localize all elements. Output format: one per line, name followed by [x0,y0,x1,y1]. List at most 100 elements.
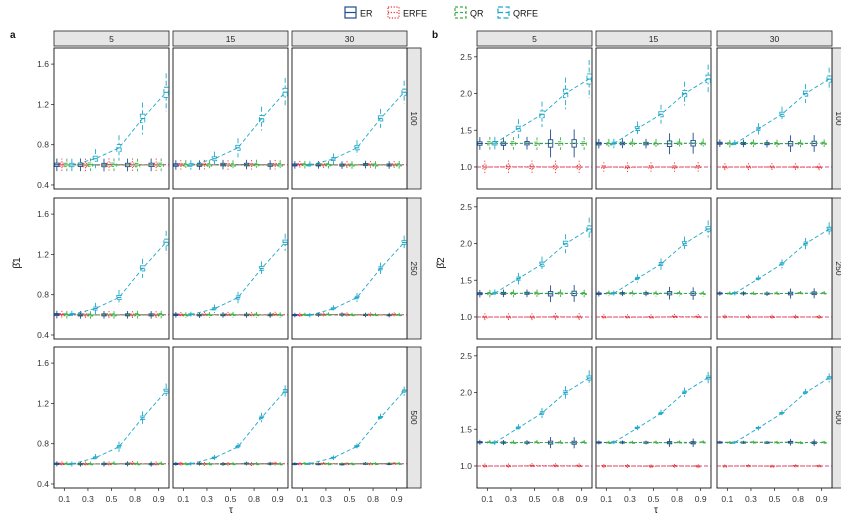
row-strip: 250 [406,197,422,340]
panel-frame [291,47,408,190]
series-line-erfe [603,316,699,318]
strip-label: 15 [649,34,659,44]
legend-label: QRFE [513,9,538,19]
facet-panel [172,346,289,489]
box-qrfe [705,64,711,94]
facet-panel [476,47,593,190]
box-qrfe [163,230,169,254]
series-line-qrfe [309,390,405,465]
x-tick-label: 0.3 [505,494,517,504]
x-tick-label: 0.8 [792,494,804,504]
column-strip: 15 [172,30,289,47]
box-qrfe [492,136,498,150]
strip-box [291,30,408,47]
facet-panel [291,197,408,340]
series-line-qrfe [309,242,405,316]
facet-panel [53,47,170,190]
strip-label: 5 [109,34,114,44]
box-qrfe [611,138,617,149]
box-qrfe [235,291,241,304]
strip-label: 100 [409,111,419,125]
box-qrfe [116,441,122,452]
series-line-qr [729,441,825,444]
x-tick-label: 0.8 [367,494,379,504]
y-tick-label: 1.5 [460,125,472,135]
box-qrfe [826,222,832,236]
box-qrfe [586,59,592,99]
box-qrfe [732,139,738,148]
facet-panel [291,47,408,190]
facet-panel [595,346,712,489]
x-tick-label: 0.8 [248,494,260,504]
box-qrfe [282,385,288,397]
column-strip: 5 [53,30,170,47]
strip-label: 500 [409,410,419,424]
series-line-qr [729,142,825,145]
y-tick-label: 1.0 [460,162,472,172]
box-erfe [576,313,582,321]
box-erfe [272,311,278,318]
x-tick-label: 0.5 [225,494,237,504]
x-tick-label: 0.8 [129,494,141,504]
strip-label: 15 [226,34,236,44]
box-erfe [816,464,822,468]
legend-item-er: ER [344,6,373,19]
box-qrfe [235,442,241,451]
box-qrfe [401,80,407,104]
series-line-qr [304,314,400,316]
panel-a: a β̂1 τ 5 15 30 100 0.4 0.8 1.2 1.6 250 0.4 0.8 1.2 1.6… [10,30,422,516]
column-strip: 5 [476,30,593,47]
x-tick-label: 0.5 [344,494,356,504]
x-tick-label: 0.5 [529,494,541,504]
x-axis-title: τ [229,505,233,516]
box-erfe [695,162,701,172]
series-line-qrfe [71,241,167,316]
series-line-qrfe [494,377,590,443]
y-tick-label: 2.0 [460,239,472,249]
box-qrfe [116,289,122,306]
facet-panel [716,346,833,489]
panel-frame [53,197,170,340]
y-tick-label: 0.8 [37,290,49,300]
legend-item-erfe: ERFE [387,6,427,19]
box-erfe [816,314,822,320]
box-qrfe [282,77,288,107]
x-tick-label: 0.9 [695,494,707,504]
box-qrfe [401,235,407,250]
column-strip: 15 [595,30,712,47]
x-tick-label: 0.3 [320,494,332,504]
box-qrfe [826,67,832,91]
y-tick-label: 1.2 [37,398,49,408]
y-tick-label: 2.5 [460,351,472,361]
series-line-qrfe [71,91,167,166]
box-qrfe [235,138,241,158]
box-qrfe [163,383,169,399]
series-line-qrfe [190,241,286,316]
column-strip: 30 [291,30,408,47]
box-qrfe [282,233,288,251]
legend-item-qr: QR [454,6,484,19]
panel-frame [53,346,170,489]
legend-item-qrfe: QRFE [497,6,538,19]
box-qrfe [586,217,592,241]
panel-frame [172,197,289,340]
y-tick-label: 1.2 [37,249,49,259]
x-tick-label: 0.9 [391,494,403,504]
box-qrfe [611,290,617,297]
panel-label: b [432,30,438,41]
x-tick-label: 0.5 [648,494,660,504]
y-tick-label: 2.0 [460,89,472,99]
series-line-qrfe [734,78,830,145]
y-tick-label: 2.5 [460,202,472,212]
box-qrfe [611,440,617,445]
box-erfe [576,160,582,174]
row-strip: 100 [831,47,841,190]
facet-panel [476,346,593,489]
series-line-qr [729,292,825,295]
facet-panel [716,197,833,340]
box-qrfe [492,440,498,446]
strip-label: 5 [532,34,537,44]
box-erfe [695,314,701,320]
y-tick-label: 0.4 [37,330,49,340]
